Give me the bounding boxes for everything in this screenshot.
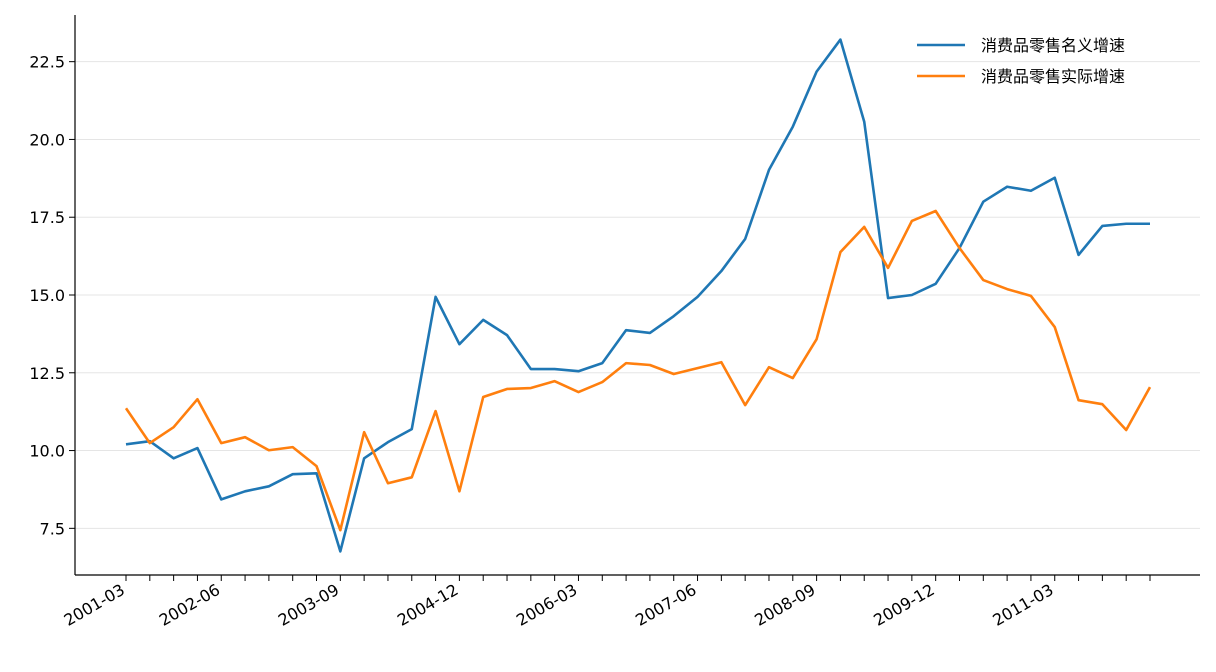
y-tick-label: 17.5	[29, 208, 65, 227]
y-tick-label: 10.0	[29, 442, 65, 461]
x-tick-label: 2003-09	[275, 580, 342, 630]
y-tick-label: 12.5	[29, 364, 65, 383]
x-tick-label: 2002-06	[156, 580, 223, 630]
x-tick-label: 2004-12	[394, 580, 461, 630]
x-tick-label: 2008-09	[751, 580, 818, 630]
y-tick-label: 22.5	[29, 53, 65, 72]
x-tick-label: 2009-12	[870, 580, 937, 630]
legend-label: 消费品零售实际增速	[981, 67, 1125, 86]
x-tick-label: 2001-03	[61, 580, 128, 630]
y-tick-label: 20.0	[29, 130, 65, 149]
y-tick-label: 15.0	[29, 286, 65, 305]
y-tick-label: 7.5	[40, 519, 65, 538]
legend-label: 消费品零售名义增速	[981, 36, 1125, 55]
series-line	[125, 38, 1150, 553]
x-tick-label: 2011-03	[989, 580, 1056, 630]
series-line	[124, 209, 1152, 532]
x-tick-label: 2007-06	[632, 580, 699, 630]
x-tick-label: 2006-03	[513, 580, 580, 630]
